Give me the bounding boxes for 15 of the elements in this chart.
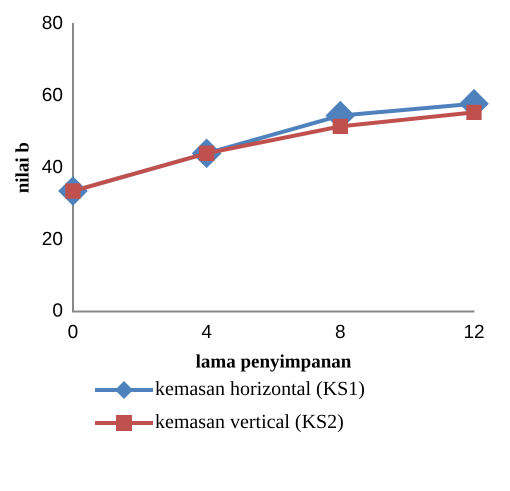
- y-tick-label: 80: [42, 13, 63, 34]
- y-axis-title: nilai b: [12, 142, 34, 194]
- x-tick-label: 8: [335, 322, 346, 344]
- y-tick-label: 40: [42, 156, 63, 178]
- x-tick-label: 12: [463, 322, 485, 344]
- y-tick-label: 60: [42, 85, 63, 106]
- y-tick-label: 0: [52, 300, 63, 322]
- y-tick-label: 20: [42, 228, 63, 250]
- legend-label: kemasan horizontal (KS1): [155, 378, 365, 401]
- point: [332, 118, 348, 134]
- point: [466, 104, 482, 120]
- x-axis-title: lama penyimpanan: [196, 352, 352, 373]
- x-tick-label: 0: [68, 322, 78, 344]
- legend-label: kemasan vertical (KS2): [155, 411, 344, 434]
- x-tick-label: 4: [201, 322, 212, 344]
